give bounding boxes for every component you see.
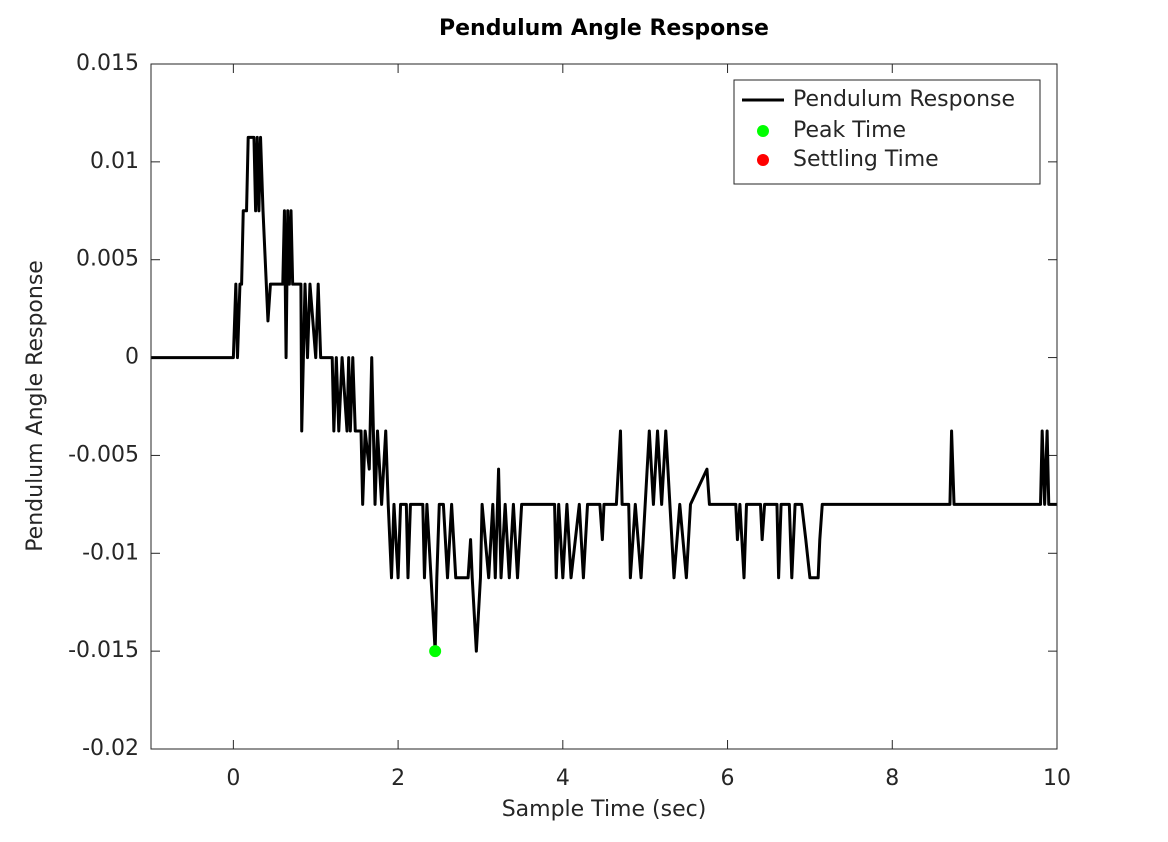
x-tick-label: 2	[391, 766, 405, 791]
chart-title: Pendulum Angle Response	[439, 16, 769, 41]
x-tick-label: 0	[226, 766, 240, 791]
y-tick-label: 0	[125, 345, 139, 370]
legend-label: Peak Time	[793, 118, 906, 143]
x-tick-label: 10	[1043, 766, 1071, 791]
y-axis-label: Pendulum Angle Response	[23, 260, 48, 552]
y-tick-label: 0.005	[76, 247, 139, 272]
legend-label: Pendulum Response	[793, 87, 1015, 112]
legend-label: Settling Time	[793, 147, 939, 172]
x-tick-label: 8	[885, 766, 899, 791]
y-tick-label: -0.01	[82, 540, 139, 565]
y-tick-label: -0.005	[68, 442, 139, 467]
legend-swatch	[757, 154, 769, 166]
plot-frame	[150, 63, 1058, 750]
y-tick-label: 0.015	[76, 51, 139, 76]
x-axis-label: Sample Time (sec)	[502, 797, 707, 822]
legend-swatch	[757, 125, 769, 137]
x-tick-label: 4	[556, 766, 570, 791]
y-tick-label: 0.01	[90, 149, 139, 174]
x-tick-label: 6	[721, 766, 735, 791]
response-line	[151, 135, 1057, 653]
legend-box	[733, 79, 1041, 185]
y-tick-label: -0.015	[68, 638, 139, 663]
y-tick-label: -0.02	[82, 736, 139, 761]
marker	[429, 645, 442, 658]
